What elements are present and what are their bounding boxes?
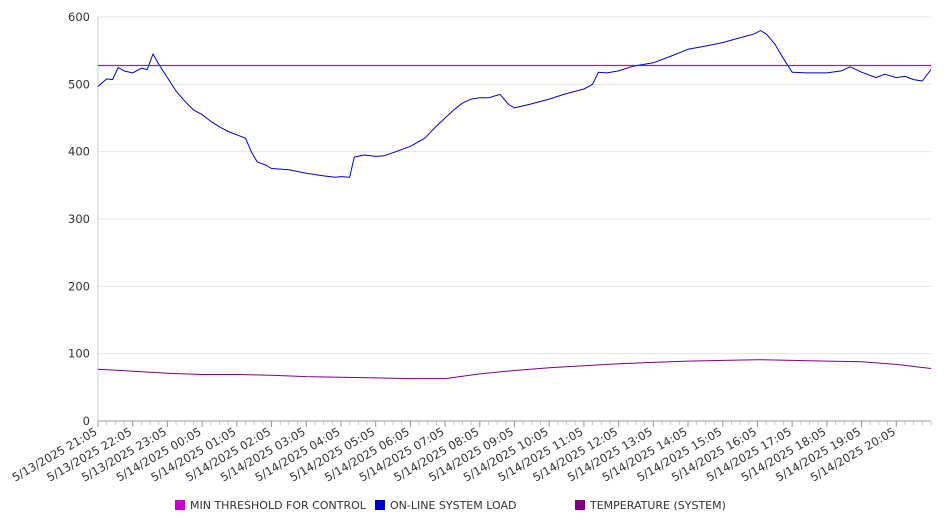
- legend: MIN THRESHOLD FOR CONTROL ON-LINE SYSTEM …: [175, 499, 726, 512]
- y-tick-label: 100: [68, 347, 90, 361]
- y-tick-label: 200: [68, 279, 90, 293]
- y-axis-ticks: 0 100 200 300 400 500 600: [68, 10, 90, 428]
- series-line-temperature-system: [97, 359, 932, 380]
- legend-label: TEMPERATURE (SYSTEM): [589, 499, 726, 512]
- axes: [97, 17, 932, 427]
- y-tick-label: 400: [68, 145, 90, 159]
- legend-swatch: [175, 500, 185, 510]
- legend-swatch: [575, 500, 585, 510]
- y-tick-label: 0: [83, 414, 90, 428]
- y-tick-label: 600: [68, 10, 90, 24]
- grid: [98, 16, 931, 355]
- legend-label: MIN THRESHOLD FOR CONTROL: [190, 499, 367, 512]
- series-layer: [97, 30, 932, 380]
- y-tick-label: 300: [68, 212, 90, 226]
- series-line-on-line-system-load: [97, 30, 932, 178]
- x-axis-ticks: 5/13/2025 21:055/13/2025 22:055/13/2025 …: [10, 424, 898, 484]
- y-tick-label: 500: [68, 77, 90, 91]
- legend-swatch: [375, 500, 385, 510]
- legend-label: ON-LINE SYSTEM LOAD: [390, 499, 516, 512]
